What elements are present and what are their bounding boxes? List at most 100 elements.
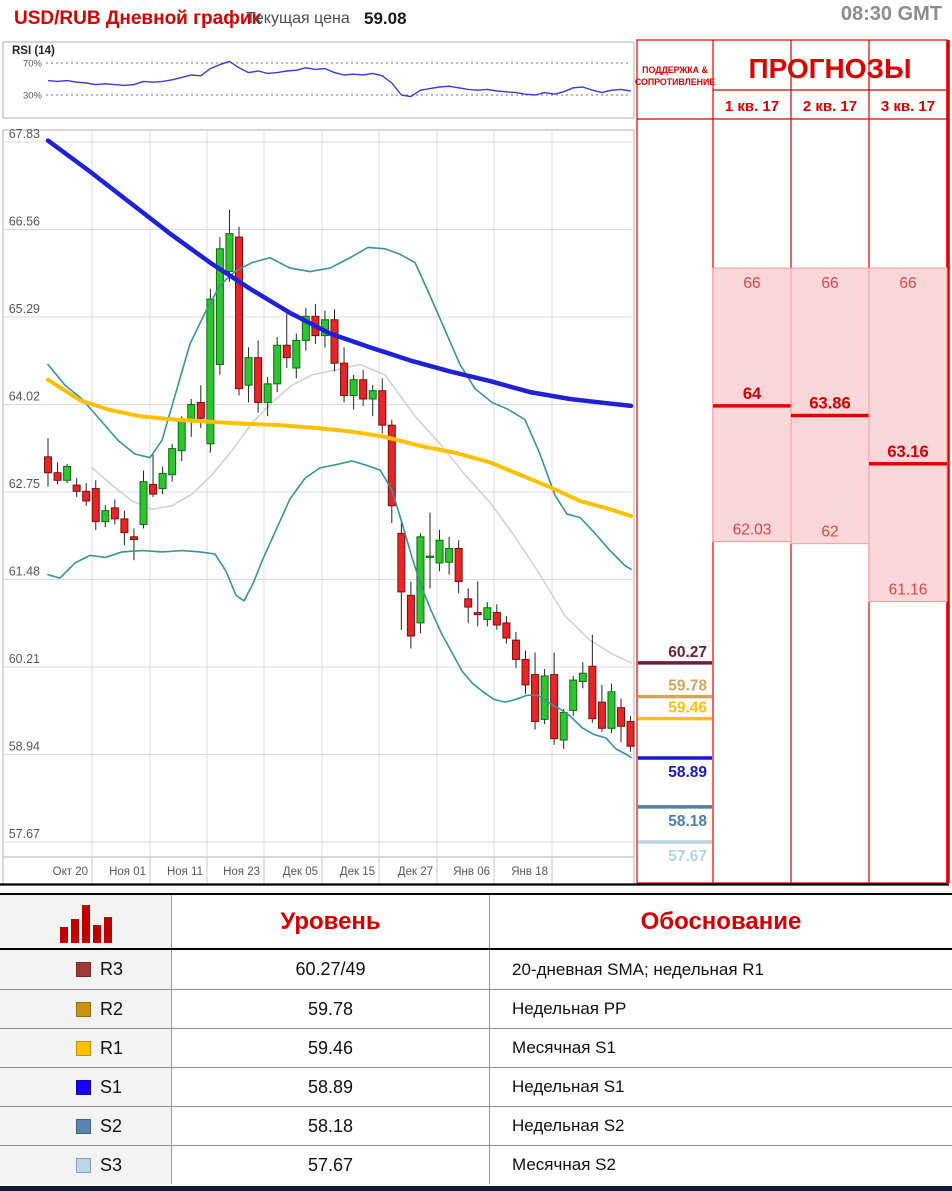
sr-level-label: 60.27 bbox=[668, 644, 707, 661]
candle-up bbox=[349, 379, 358, 397]
levels-table: Уровень Обоснование R3 60.27/49 20-дневная… bbox=[0, 893, 952, 1191]
rsi-level-label: 70% bbox=[23, 59, 43, 70]
bottom-bar bbox=[0, 1186, 952, 1191]
levels-table-header: Уровень Обоснование bbox=[0, 895, 952, 950]
candle-down bbox=[340, 362, 349, 397]
candlestick-chart: RSI (14) 70% 30% 67.83 66.56 65.29 64.02 62.75 6… bbox=[0, 39, 950, 886]
level-value: 58.18 bbox=[307, 1115, 354, 1136]
level-rationale-cell: Недельная S1 bbox=[490, 1068, 952, 1106]
sr-level-label: 59.78 bbox=[668, 678, 707, 695]
level-code: S1 bbox=[100, 1076, 123, 1097]
candle-down bbox=[282, 344, 291, 359]
rsi-line bbox=[47, 60, 631, 98]
candle-up bbox=[215, 248, 224, 366]
level-value-cell: 60.27/49 bbox=[172, 950, 490, 989]
candle-up bbox=[187, 404, 196, 421]
forecast-mid-label: 63.86 bbox=[809, 395, 850, 413]
table-row: S2 58.18 Недельная S2 bbox=[0, 1106, 952, 1145]
y-axis-label: 61.48 bbox=[9, 565, 40, 579]
candle-up bbox=[483, 607, 492, 620]
forecast-high-label: 66 bbox=[821, 275, 838, 292]
level-value: 60.27/49 bbox=[295, 959, 366, 979]
candle-down bbox=[521, 658, 530, 686]
forecast-low-label: 62.03 bbox=[733, 522, 772, 539]
forecast-quarter-label: 3 кв. 17 bbox=[881, 98, 935, 115]
level-code-cell: S2 bbox=[0, 1107, 172, 1145]
level-swatch bbox=[76, 1040, 91, 1056]
sma-blue-line bbox=[45, 138, 634, 409]
candle-down bbox=[502, 622, 511, 639]
level-value-cell: 59.78 bbox=[172, 990, 490, 1028]
candle-down bbox=[254, 357, 263, 403]
candle-down bbox=[196, 401, 205, 419]
rsi-panel bbox=[2, 41, 635, 119]
level-value-cell: 58.18 bbox=[172, 1107, 490, 1145]
level-code-cell: S3 bbox=[0, 1146, 172, 1184]
candle-down bbox=[53, 472, 62, 481]
candle-down bbox=[120, 518, 129, 534]
current-price-value: 59.08 bbox=[364, 9, 407, 28]
candle-down bbox=[464, 598, 473, 608]
forecast-mid-label: 64 bbox=[743, 385, 762, 403]
sr-level-label: 58.18 bbox=[668, 813, 707, 830]
candle-up bbox=[101, 510, 110, 523]
page-title: USD/RUB Дневной график bbox=[14, 8, 262, 29]
bollinger-lower-line bbox=[47, 460, 632, 759]
rsi-title: RSI (14) bbox=[12, 45, 55, 57]
candle-up bbox=[368, 390, 377, 400]
x-axis-label: Ноя 01 bbox=[109, 866, 146, 878]
table-row: R3 60.27/49 20-дневная SMA; недельная R1 bbox=[0, 950, 952, 989]
level-column-header: Уровень bbox=[172, 895, 490, 948]
x-axis-label: Янв 06 bbox=[453, 866, 490, 878]
candle-up bbox=[607, 691, 616, 729]
y-axis-label: 65.29 bbox=[9, 302, 40, 316]
forecast-quarter-label: 2 кв. 17 bbox=[803, 98, 857, 115]
candle-down bbox=[330, 319, 339, 364]
level-value-cell: 58.89 bbox=[172, 1068, 490, 1106]
level-rationale: 20-дневная SMA; недельная R1 bbox=[512, 959, 764, 979]
candle-down bbox=[387, 424, 396, 507]
level-swatch bbox=[76, 1079, 91, 1095]
rationale-column-header: Обоснование bbox=[640, 907, 802, 935]
forecast-high-label: 66 bbox=[743, 275, 760, 292]
candle-down bbox=[454, 547, 463, 583]
candle-down bbox=[110, 507, 119, 520]
forecast-low-label: 62 bbox=[821, 524, 838, 541]
level-value-cell: 59.46 bbox=[172, 1029, 490, 1067]
candle-up bbox=[569, 679, 578, 711]
price-panel bbox=[2, 129, 635, 858]
candle-up bbox=[292, 339, 301, 369]
level-rationale-cell: Месячная S2 bbox=[490, 1146, 952, 1184]
table-row: R1 59.46 Месячная S1 bbox=[0, 1028, 952, 1067]
forecast-range-box bbox=[868, 267, 948, 603]
x-axis-label: Янв 18 bbox=[511, 866, 548, 878]
x-axis-label: Дек 05 bbox=[283, 866, 318, 878]
level-rationale-cell: Месячная S1 bbox=[490, 1029, 952, 1067]
candle-down bbox=[597, 701, 606, 729]
candle-up bbox=[63, 466, 72, 481]
level-rationale-cell: 20-дневная SMA; недельная R1 bbox=[490, 950, 952, 989]
level-code: S2 bbox=[100, 1115, 123, 1136]
level-code-cell: R2 bbox=[0, 990, 172, 1028]
candle-down bbox=[378, 390, 387, 426]
level-code: R3 bbox=[100, 959, 124, 979]
sr-level-label: 57.67 bbox=[668, 848, 707, 865]
candle-down bbox=[235, 236, 243, 390]
table-row: R2 59.78 Недельная PP bbox=[0, 989, 952, 1028]
candle-down bbox=[72, 484, 81, 492]
forecast-title: ПРОГНОЗЫ bbox=[748, 53, 911, 84]
level-rationale: Недельная S2 bbox=[512, 1116, 625, 1135]
level-rationale: Месячная S2 bbox=[512, 1155, 616, 1174]
forecast-low-label: 61.16 bbox=[889, 582, 928, 599]
candle-up bbox=[578, 672, 587, 682]
x-axis-label: Дек 27 bbox=[398, 866, 433, 878]
candle-down bbox=[492, 612, 501, 626]
candle-up bbox=[273, 344, 282, 385]
candle-down bbox=[406, 594, 415, 637]
level-swatch bbox=[76, 1157, 91, 1173]
candle-up bbox=[244, 357, 253, 386]
x-axis-label: Ноя 23 bbox=[223, 866, 260, 878]
candle-down bbox=[626, 720, 635, 747]
level-code: R1 bbox=[100, 1037, 124, 1058]
candle-up bbox=[445, 547, 454, 563]
